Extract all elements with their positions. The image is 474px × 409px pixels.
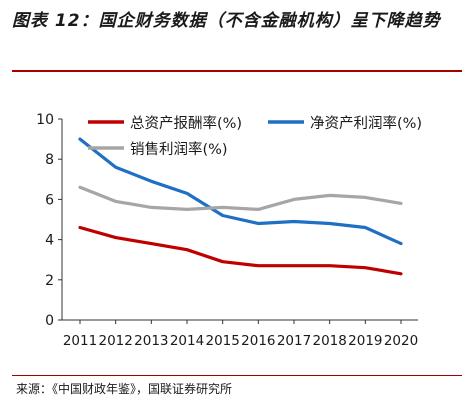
y-tick-label: 8 — [45, 152, 54, 168]
x-tick-label: 2012 — [98, 333, 132, 349]
data-point — [186, 248, 188, 250]
x-tick-label: 2019 — [348, 333, 382, 349]
y-tick-labels: 0 2 4 6 8 10 — [36, 112, 62, 329]
legend-label: 销售利润率(%) — [130, 141, 228, 158]
series-line-1 — [78, 225, 403, 276]
data-point — [79, 226, 81, 228]
legend-label: 总资产报酬率(%) — [130, 115, 242, 132]
data-point — [221, 214, 223, 216]
data-point — [114, 236, 116, 238]
x-axis: 2011 2012 2013 2014 2015 2016 2017 2018 2019 2020 — [62, 319, 418, 349]
data-point — [364, 196, 366, 198]
x-tick-labels: 2011 2012 2013 2014 2015 2016 2017 2018 2019 2020 — [63, 320, 418, 349]
data-point — [79, 138, 81, 140]
data-point — [221, 261, 223, 263]
data-point — [293, 220, 295, 222]
data-point — [150, 242, 152, 244]
data-point — [186, 208, 188, 210]
x-tick-label: 2020 — [384, 333, 418, 349]
data-point — [364, 267, 366, 269]
data-point — [79, 186, 81, 188]
series-line-3 — [78, 185, 403, 211]
series-lines — [78, 137, 403, 276]
data-point — [186, 192, 188, 194]
y-tick-label: 0 — [45, 313, 54, 329]
data-point — [150, 180, 152, 182]
chart-title: 图表 12：国企财务数据（不含金融机构）呈下降趋势 — [12, 11, 441, 31]
x-tick-label: 2017 — [277, 333, 311, 349]
data-point — [114, 200, 116, 202]
data-point — [400, 202, 402, 204]
data-point — [150, 206, 152, 208]
data-point — [328, 222, 330, 224]
x-tick-label: 2018 — [312, 333, 346, 349]
data-point — [293, 198, 295, 200]
data-point — [257, 265, 259, 267]
source-divider — [12, 375, 462, 376]
x-tick-label: 2011 — [63, 333, 97, 349]
data-point — [328, 194, 330, 196]
data-point — [221, 206, 223, 208]
y-tick-label: 10 — [36, 112, 54, 128]
data-point — [257, 208, 259, 210]
x-tick-label: 2013 — [134, 333, 168, 349]
chart-legend: 总资产报酬率(%) 净资产利润率(%) 销售利润率(%) — [88, 115, 422, 158]
series-line-2 — [78, 137, 403, 246]
x-tick-label: 2014 — [170, 333, 204, 349]
data-point — [114, 166, 116, 168]
x-tick-label: 2016 — [241, 333, 275, 349]
source-note: 来源：《中国财政年鉴》，国联证券研究所 — [16, 382, 233, 396]
data-point — [293, 265, 295, 267]
line-chart: 0 2 4 6 8 10 2011 2012 2013 2014 2015 2016 2017 2018… — [36, 112, 422, 349]
x-tick-label: 2015 — [205, 333, 239, 349]
legend-label: 净资产利润率(%) — [310, 115, 422, 132]
data-point — [364, 226, 366, 228]
y-tick-label: 6 — [45, 192, 54, 208]
data-point — [257, 222, 259, 224]
y-axis: 0 2 4 6 8 10 — [36, 112, 63, 329]
data-point — [328, 265, 330, 267]
title-divider — [12, 70, 462, 72]
data-point — [400, 273, 402, 275]
y-tick-label: 2 — [45, 273, 54, 289]
y-tick-label: 4 — [45, 233, 54, 249]
data-point — [400, 242, 402, 244]
